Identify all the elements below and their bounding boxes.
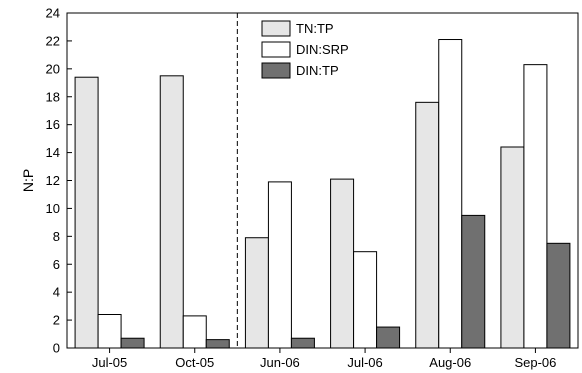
- bars-group: [74, 39, 571, 349]
- bar-din-srp-jul-05: [97, 314, 122, 349]
- x-tick-label: Jun-06: [260, 355, 300, 370]
- bar-din-srp-jul-06: [353, 251, 378, 349]
- y-tick-label: 6: [53, 257, 60, 272]
- y-tick-label: 10: [46, 201, 60, 216]
- y-tick-label: 24: [46, 6, 60, 21]
- plot-frame: [66, 12, 579, 349]
- bar-tn-tp-aug-06: [415, 101, 440, 349]
- bar-tn-tp-sep-06: [500, 146, 525, 349]
- bar-din-tp-aug-06: [461, 214, 486, 349]
- y-tick-label: 18: [46, 89, 60, 104]
- bar-din-tp-oct-05: [205, 339, 230, 349]
- bar-tn-tp-jun-06: [244, 237, 269, 349]
- bar-din-srp-oct-05: [182, 315, 207, 349]
- legend-swatch-tn-tp: [261, 20, 291, 37]
- x-tick-label: Sep-06: [514, 355, 556, 370]
- y-tick-label: 16: [46, 117, 60, 132]
- y-tick-label: 2: [53, 313, 60, 328]
- legend: TN:TP DIN:SRP DIN:TP: [261, 20, 349, 79]
- legend-label: DIN:TP: [296, 63, 339, 78]
- bar-din-srp-aug-06: [438, 39, 463, 349]
- bar-din-srp-jun-06: [267, 181, 292, 349]
- legend-label: DIN:SRP: [296, 42, 349, 57]
- legend-swatch-din-srp: [261, 41, 291, 58]
- y-tick-label: 8: [53, 229, 60, 244]
- bar-din-tp-jul-06: [376, 326, 401, 349]
- x-tick-label: Jul-06: [347, 355, 382, 370]
- y-tick-label: 22: [46, 33, 60, 48]
- x-axis: Jul-05 Oct-05 Jun-06 Jul-06 Aug-06 Sep-06: [92, 348, 556, 370]
- legend-swatch-din-tp: [261, 62, 291, 79]
- bar-tn-tp-oct-05: [159, 75, 184, 349]
- bar-din-tp-jul-05: [120, 337, 145, 349]
- bar-tn-tp-jul-06: [330, 178, 355, 349]
- bar-tn-tp-jul-05: [74, 76, 99, 349]
- y-axis-title: N:P: [20, 169, 36, 192]
- bar-din-tp-jun-06: [290, 337, 315, 349]
- bar-din-tp-sep-06: [546, 242, 571, 349]
- x-tick-label: Jul-05: [92, 355, 127, 370]
- bar-din-srp-sep-06: [523, 64, 548, 349]
- y-tick-label: 0: [53, 341, 60, 356]
- y-tick-label: 12: [46, 173, 60, 188]
- y-tick-label: 4: [53, 285, 60, 300]
- y-tick-label: 14: [46, 145, 60, 160]
- y-tick-label: 20: [46, 61, 60, 76]
- x-tick-label: Oct-05: [175, 355, 214, 370]
- x-tick-label: Aug-06: [429, 355, 471, 370]
- legend-label: TN:TP: [296, 21, 334, 36]
